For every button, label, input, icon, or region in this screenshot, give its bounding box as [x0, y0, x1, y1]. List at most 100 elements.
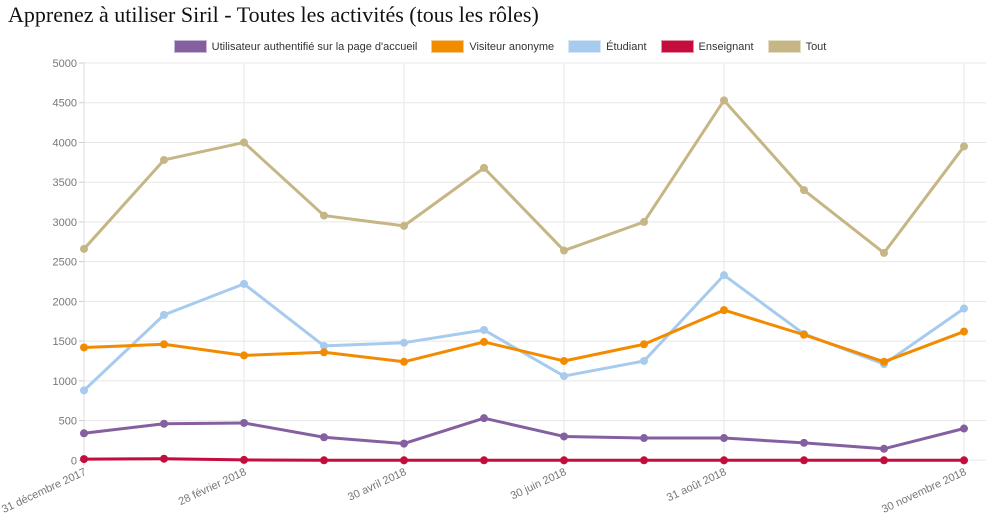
x-tick-label: 28 février 2018: [177, 466, 249, 508]
data-point[interactable]: [80, 244, 88, 253]
data-point[interactable]: [560, 456, 568, 465]
y-tick-label: 3500: [53, 177, 77, 189]
legend-label: Tout: [805, 40, 827, 53]
y-tick-label: 5000: [53, 58, 77, 70]
data-point[interactable]: [720, 434, 728, 443]
legend-item-3[interactable]: Étudiant: [568, 40, 647, 53]
x-tick-label: 31 août 2018: [665, 466, 728, 504]
legend-swatch-icon: [568, 40, 602, 53]
series-line: [82, 98, 966, 255]
data-point[interactable]: [480, 414, 488, 423]
legend-label: Utilisateur authentifié sur la page d'ac…: [211, 40, 418, 53]
data-point[interactable]: [160, 419, 168, 428]
y-tick-label: 0: [71, 455, 77, 467]
y-tick-label: 3000: [53, 217, 77, 229]
y-tick-label: 2500: [53, 257, 77, 269]
series-utilisateur-authentifi-sur-la-page-d-accueil: [80, 414, 968, 453]
series-line: [82, 308, 966, 364]
data-point[interactable]: [400, 338, 408, 347]
data-point[interactable]: [720, 306, 728, 315]
y-tick-label: 1500: [53, 336, 77, 348]
data-point[interactable]: [240, 351, 248, 360]
data-point[interactable]: [960, 424, 968, 433]
data-point[interactable]: [480, 337, 488, 346]
data-point[interactable]: [960, 456, 968, 465]
data-point[interactable]: [240, 138, 248, 147]
data-point[interactable]: [880, 444, 888, 453]
data-point[interactable]: [880, 357, 888, 366]
series-visiteur-anonyme: [80, 306, 968, 366]
data-point[interactable]: [400, 357, 408, 366]
data-point[interactable]: [240, 418, 248, 427]
data-point[interactable]: [720, 271, 728, 280]
y-tick-label: 1000: [53, 376, 77, 388]
data-point[interactable]: [560, 246, 568, 255]
data-point[interactable]: [960, 327, 968, 336]
data-point[interactable]: [400, 456, 408, 465]
x-tick-label: 30 avril 2018: [346, 466, 408, 504]
data-point[interactable]: [560, 372, 568, 381]
data-point[interactable]: [560, 432, 568, 441]
series--tudiant: [80, 271, 968, 395]
data-point[interactable]: [80, 386, 88, 395]
data-point[interactable]: [880, 248, 888, 257]
data-point[interactable]: [320, 433, 328, 442]
data-point[interactable]: [160, 155, 168, 164]
data-point[interactable]: [960, 304, 968, 313]
data-point[interactable]: [160, 340, 168, 349]
data-point[interactable]: [320, 211, 328, 220]
legend-swatch-icon: [767, 40, 801, 53]
data-point[interactable]: [640, 356, 648, 365]
legend-item-5[interactable]: Tout: [767, 40, 827, 53]
data-point[interactable]: [720, 96, 728, 105]
data-point[interactable]: [400, 221, 408, 230]
x-tick-label: 30 juin 2018: [509, 466, 568, 502]
data-point[interactable]: [80, 455, 88, 464]
data-point[interactable]: [240, 279, 248, 288]
series-tout: [80, 96, 968, 257]
legend-item-1[interactable]: Utilisateur authentifié sur la page d'ac…: [173, 40, 418, 53]
data-point[interactable]: [640, 340, 648, 349]
data-point[interactable]: [80, 429, 88, 438]
series-line: [82, 416, 966, 451]
x-tick-label: 30 novembre 2018: [880, 466, 968, 516]
data-point[interactable]: [480, 325, 488, 334]
data-point[interactable]: [80, 343, 88, 352]
data-point[interactable]: [480, 456, 488, 465]
legend-swatch-icon: [431, 40, 465, 53]
legend-swatch-icon: [173, 40, 207, 53]
y-tick-label: 500: [59, 416, 77, 428]
data-point[interactable]: [640, 456, 648, 465]
legend-item-4[interactable]: Enseignant: [660, 40, 754, 53]
chart-title: Apprenez à utiliser Siril - Toutes les a…: [8, 2, 539, 27]
legend-label: Enseignant: [698, 40, 754, 53]
data-point[interactable]: [240, 455, 248, 464]
data-point[interactable]: [960, 142, 968, 151]
data-point[interactable]: [800, 186, 808, 195]
legend-item-2[interactable]: Visiteur anonyme: [431, 40, 554, 53]
data-point[interactable]: [880, 456, 888, 465]
data-point[interactable]: [800, 330, 808, 339]
data-point[interactable]: [560, 356, 568, 365]
data-point[interactable]: [640, 217, 648, 226]
y-tick-label: 2000: [53, 296, 77, 308]
data-point[interactable]: [160, 454, 168, 463]
data-point[interactable]: [800, 456, 808, 465]
data-point[interactable]: [400, 439, 408, 448]
data-point[interactable]: [480, 163, 488, 172]
data-point[interactable]: [720, 456, 728, 465]
data-point[interactable]: [800, 438, 808, 447]
series-line: [82, 457, 966, 462]
data-point[interactable]: [320, 456, 328, 465]
legend-label: Étudiant: [606, 40, 647, 53]
series-enseignant: [80, 454, 968, 465]
data-point[interactable]: [320, 348, 328, 357]
data-point[interactable]: [160, 310, 168, 319]
legend-swatch-icon: [660, 40, 694, 53]
series-line: [82, 273, 966, 392]
x-tick-label: 31 décembre 2017: [0, 466, 88, 516]
data-point[interactable]: [640, 434, 648, 443]
data-point[interactable]: [320, 341, 328, 350]
